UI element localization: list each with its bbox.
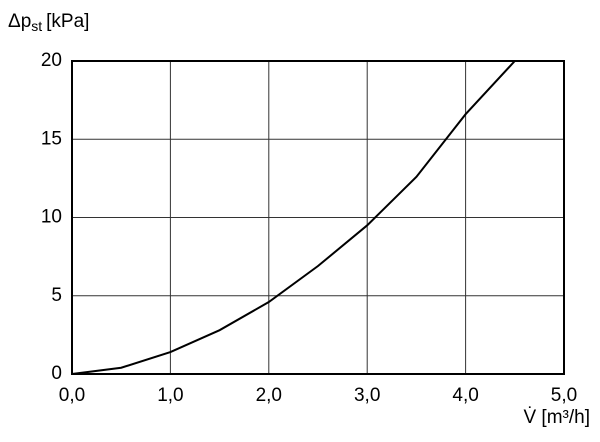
y-axis-label: Δpst [kPa] xyxy=(8,11,89,34)
x-tick-label: 2,0 xyxy=(256,385,282,406)
y-tick-label: 5 xyxy=(51,285,62,306)
y-tick-label: 0 xyxy=(51,363,62,384)
x-axis-label: V̇ [m³/h] xyxy=(523,407,590,428)
line xyxy=(71,60,516,375)
plot-frame xyxy=(71,60,565,375)
y-tick-label: 10 xyxy=(41,207,62,228)
y-tick-label: 15 xyxy=(41,128,62,149)
x-tick-label: 5,0 xyxy=(551,385,577,406)
x-tick-label: 3,0 xyxy=(354,385,380,406)
x-tick-label: 0,0 xyxy=(59,385,85,406)
x-tick-label: 1,0 xyxy=(157,385,183,406)
x-tick-label: 4,0 xyxy=(452,385,478,406)
y-tick-label: 20 xyxy=(41,50,62,71)
